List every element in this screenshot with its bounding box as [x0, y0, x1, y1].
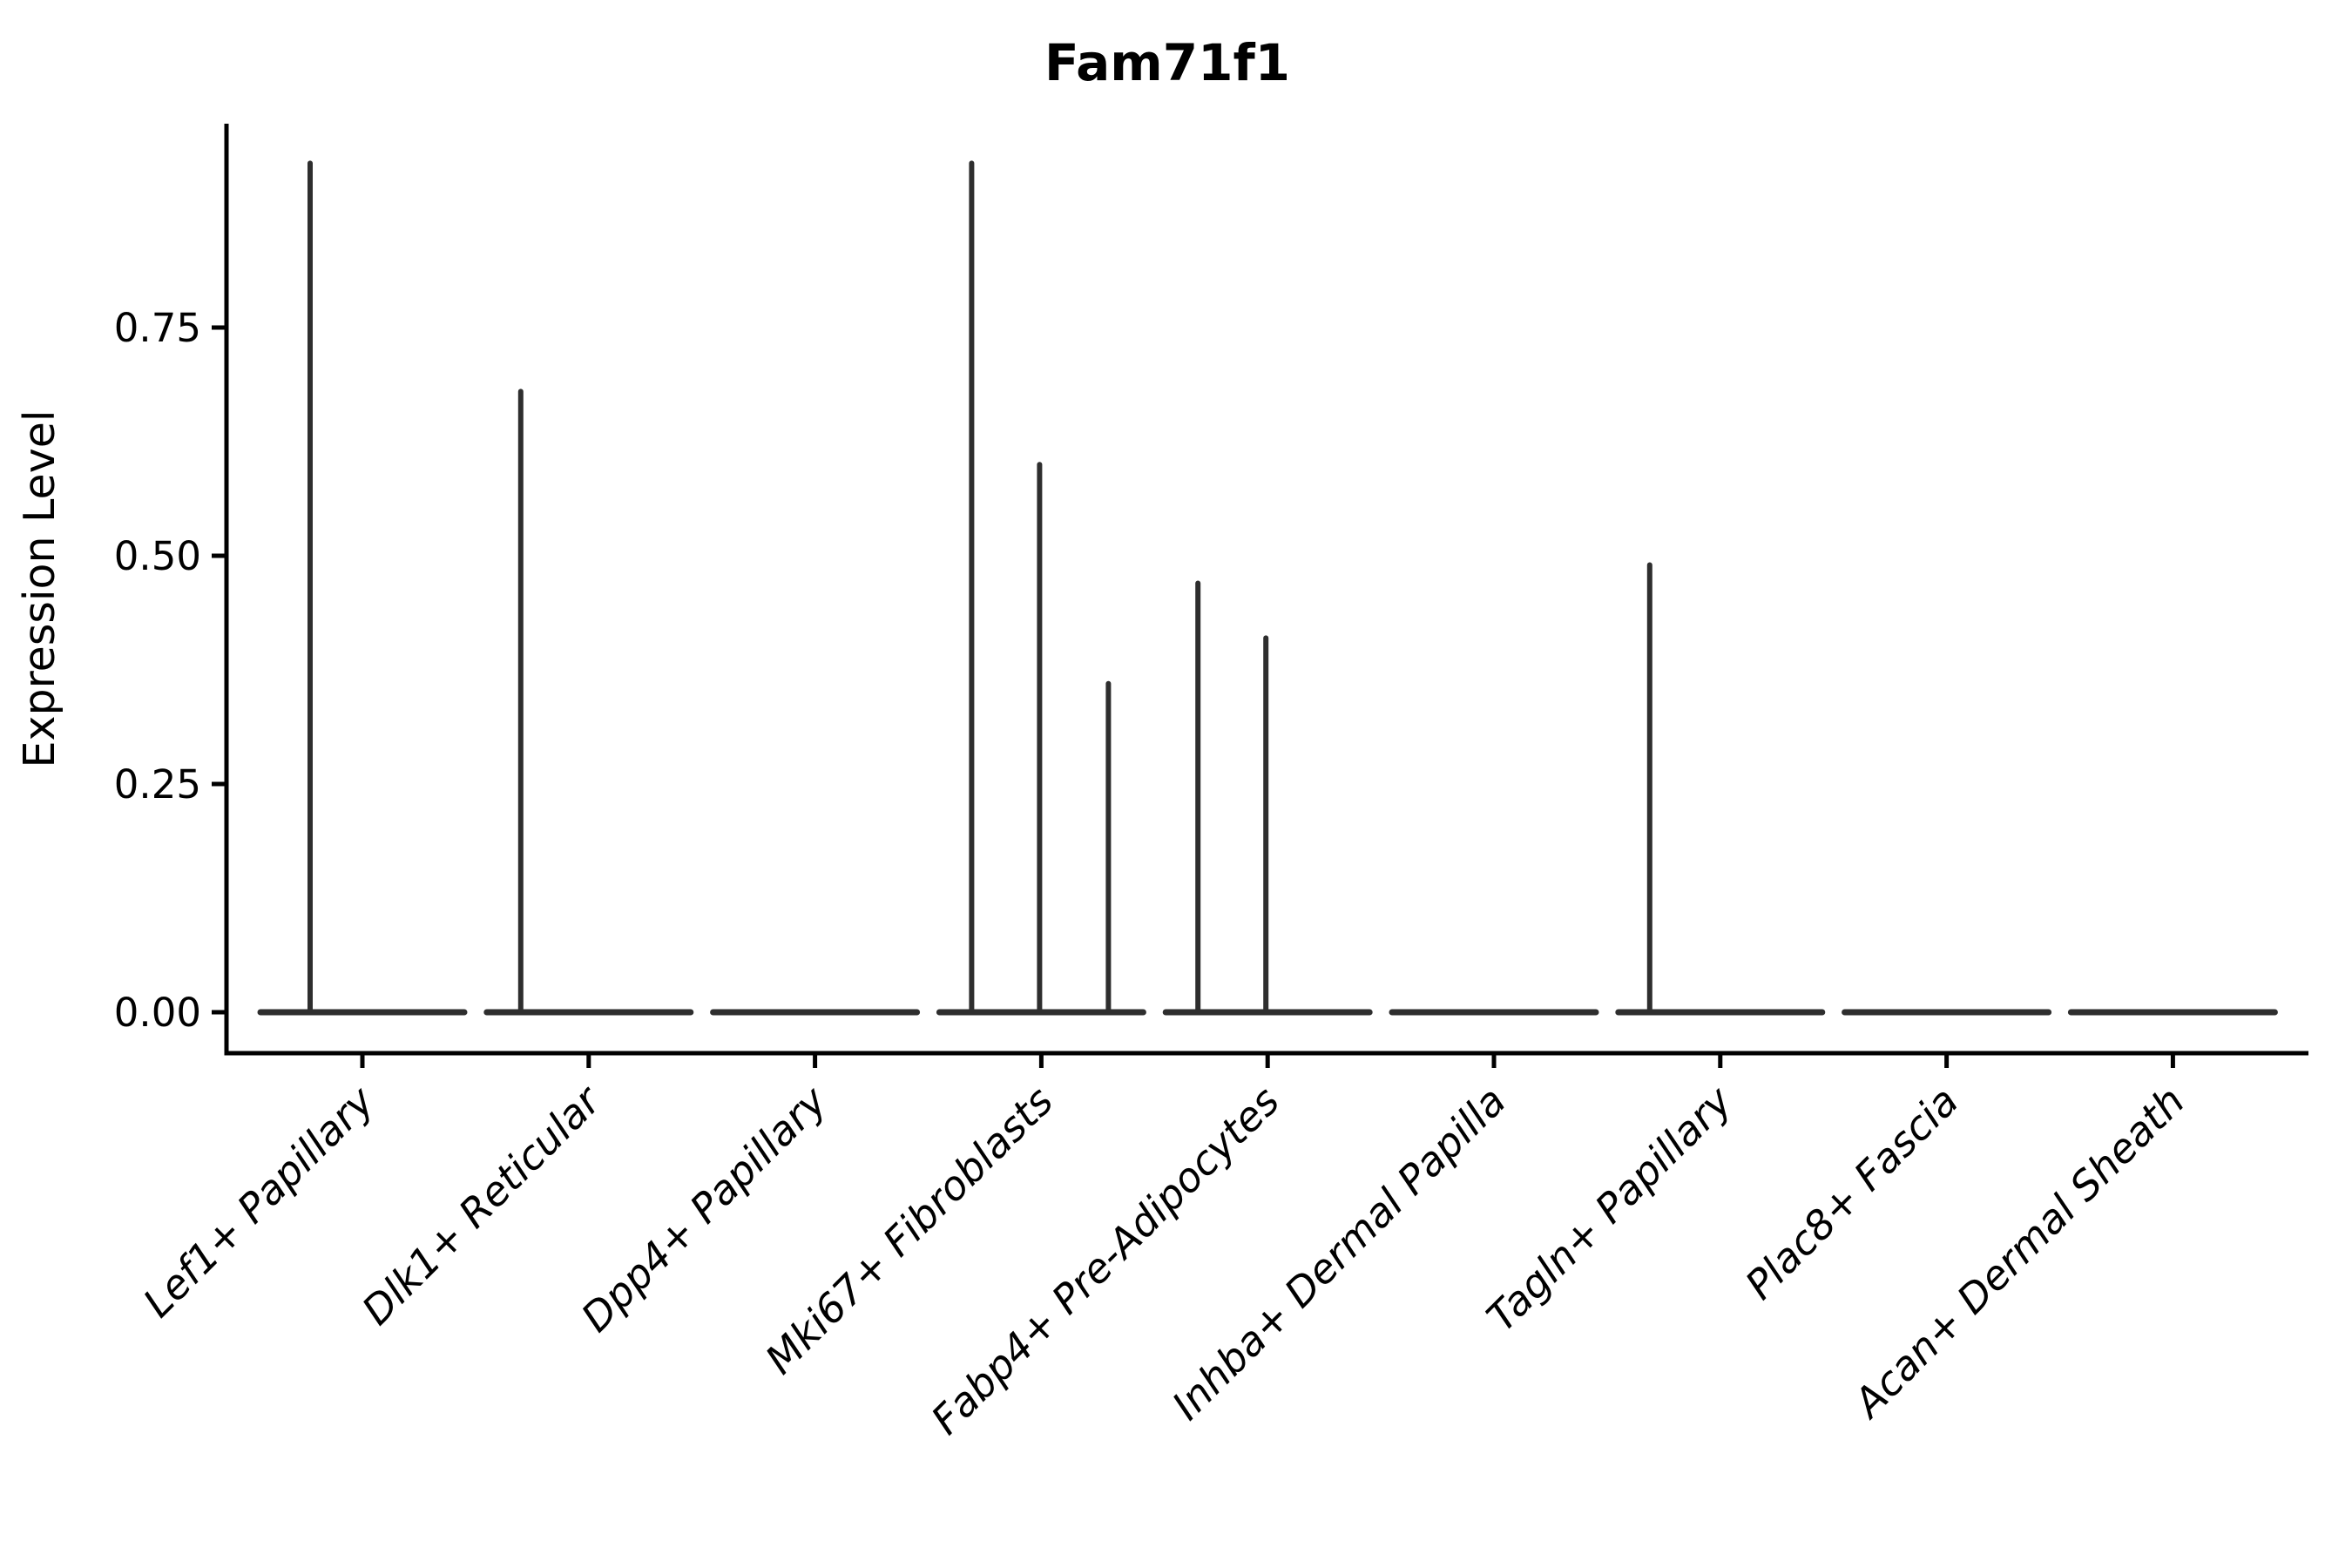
x-tick-label: Plac8+ Fascia [1736, 1078, 1967, 1308]
y-tick-label: 0.25 [114, 761, 201, 808]
y-axis-title: Expression Level [15, 410, 64, 768]
y-tick-label: 0.50 [114, 533, 201, 579]
x-tick-label: Tagln+ Papillary [1477, 1077, 1741, 1341]
y-axis-ticks: 0.00 0.25 0.50 0.75 [114, 305, 226, 1036]
x-tick-label: Lef1+ Papillary [134, 1077, 383, 1326]
x-tick-label: Dpp4+ Papillary [572, 1077, 836, 1341]
axis-spines [224, 124, 2308, 1056]
y-tick-label: 0.00 [114, 990, 201, 1036]
x-tick-label: Dlk1+ Reticular [353, 1075, 612, 1334]
chart-title: Fam71f1 [1044, 33, 1290, 92]
violins-layer [257, 160, 2278, 1016]
y-tick-label: 0.75 [114, 305, 201, 351]
